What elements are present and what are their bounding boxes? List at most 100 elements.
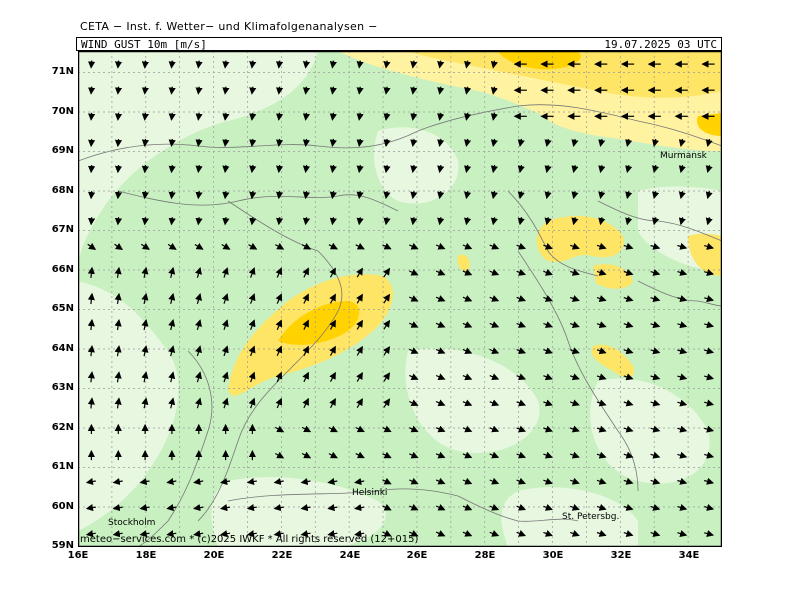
wind-arrow — [114, 217, 123, 226]
wind-arrow — [625, 191, 633, 200]
wind-arrow — [88, 60, 96, 69]
wind-arrow — [249, 164, 257, 174]
wind-arrow — [112, 530, 123, 538]
wind-arrow — [356, 138, 364, 147]
wind-arrow — [383, 86, 391, 95]
wind-arrow — [276, 191, 284, 200]
wind-arrow — [139, 530, 150, 538]
wind-arrow — [275, 319, 283, 330]
wind-arrow — [489, 347, 500, 354]
field-light-patch — [78, 51, 318, 271]
wind-arrow — [88, 138, 96, 148]
wind-arrow — [677, 477, 688, 485]
wind-arrow — [195, 371, 202, 383]
wind-arrow — [356, 293, 363, 304]
lon-label: 28E — [474, 550, 496, 561]
wind-arrow — [248, 242, 258, 250]
wind-arrow — [355, 425, 365, 433]
wind-arrow — [704, 269, 715, 276]
wind-arrow — [276, 217, 284, 226]
wind-arrow — [462, 399, 473, 407]
wind-arrow — [275, 397, 283, 409]
wind-arrow — [275, 451, 285, 459]
wind-arrow — [141, 217, 149, 226]
wind-arrow — [220, 530, 231, 538]
wind-arrow — [195, 345, 202, 357]
wind-arrow — [356, 60, 364, 69]
wind-arrow — [168, 112, 176, 121]
wind-arrow — [435, 347, 446, 354]
wind-arrow — [650, 451, 661, 459]
wind-arrow — [489, 242, 500, 250]
wind-arrow — [112, 477, 123, 486]
wind-arrow — [249, 112, 257, 121]
wind-arrow — [273, 477, 284, 486]
wind-arrow — [383, 372, 391, 382]
wind-arrow — [194, 242, 204, 250]
wind-arrow — [249, 191, 257, 200]
lon-label: 32E — [610, 550, 632, 561]
wind-arrow — [705, 164, 713, 174]
wind-arrow — [114, 242, 123, 250]
wind-arrow — [329, 293, 336, 304]
wind-arrow — [516, 242, 527, 250]
wind-arrow — [140, 242, 150, 250]
wind-arrow — [382, 530, 392, 537]
wind-arrow — [222, 112, 230, 121]
wind-arrow — [168, 292, 176, 305]
lat-label: 66N — [51, 264, 74, 275]
wind-arrow — [195, 164, 203, 174]
lat-label: 71N — [51, 66, 74, 77]
wind-gust-map — [78, 51, 722, 547]
wind-arrow — [141, 138, 149, 147]
wind-arrow — [623, 242, 634, 250]
wind-arrow — [623, 530, 634, 537]
lat-label: 70N — [51, 106, 74, 117]
wind-arrow — [598, 138, 606, 147]
wind-arrow — [464, 190, 472, 200]
wind-arrow — [410, 60, 418, 69]
wind-arrow — [249, 217, 257, 226]
wind-arrow — [571, 164, 579, 174]
wind-arrow — [195, 138, 203, 147]
wind-arrow — [141, 86, 149, 95]
wind-arrow — [462, 295, 473, 302]
wind-arrow — [167, 242, 177, 250]
wind-arrow — [570, 477, 580, 485]
wind-arrow — [221, 242, 231, 250]
lon-label: 26E — [406, 550, 428, 561]
wind-arrow — [677, 321, 688, 329]
wind-arrow — [435, 373, 446, 381]
wind-arrow — [300, 477, 311, 486]
wind-arrow — [570, 451, 580, 459]
wind-arrow — [623, 425, 634, 433]
wind-arrow — [328, 242, 338, 250]
wind-arrow — [570, 242, 580, 250]
wind-arrow — [383, 319, 391, 330]
lat-label: 62N — [51, 422, 74, 433]
wind-arrow — [490, 138, 498, 147]
wind-arrow — [248, 397, 256, 409]
wind-arrow — [246, 504, 257, 512]
wind-arrow — [437, 60, 445, 69]
wind-arrow — [410, 190, 418, 200]
wind-arrow — [517, 138, 525, 147]
wind-arrow — [435, 295, 446, 302]
wind-arrow — [88, 86, 96, 95]
wind-arrow — [516, 399, 527, 407]
wind-arrow — [435, 269, 446, 276]
wind-arrow — [516, 321, 527, 328]
wind-arrow — [464, 164, 472, 174]
wind-arrow — [543, 373, 553, 381]
wind-arrow — [410, 112, 418, 121]
wind-arrow — [327, 504, 338, 512]
copyright-footer: meteo−services.com * (c)2025 IWKF * All … — [80, 534, 419, 545]
wind-arrow — [489, 269, 500, 276]
wind-arrow — [221, 267, 229, 278]
wind-arrow — [543, 295, 553, 302]
wind-arrow — [623, 373, 634, 381]
wind-arrow — [464, 60, 472, 69]
wind-arrow — [596, 373, 607, 381]
wind-arrow — [623, 347, 634, 355]
map-area — [78, 51, 722, 547]
